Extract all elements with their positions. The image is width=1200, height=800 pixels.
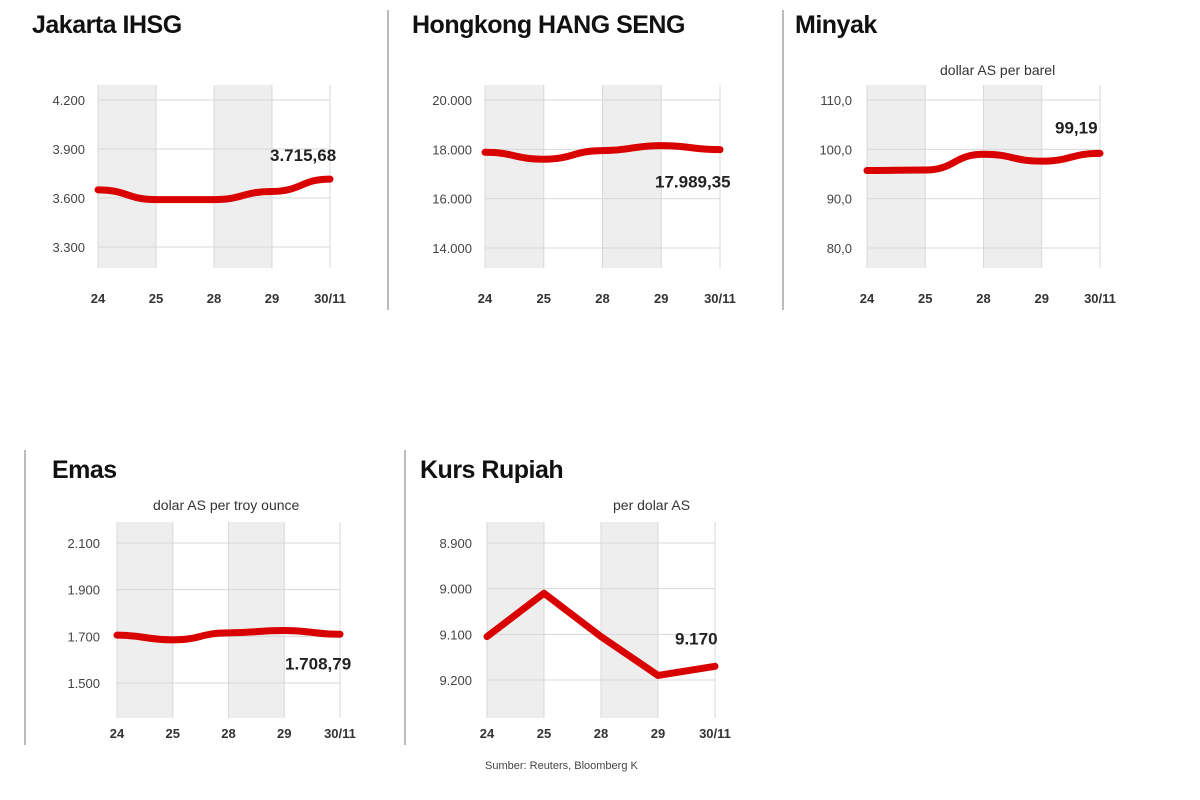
- x-tick-label: 24: [480, 726, 495, 741]
- y-tick-label: 3.900: [52, 142, 85, 157]
- x-tick-label: 28: [221, 726, 235, 741]
- shaded-band: [228, 522, 285, 718]
- chart-title: Hongkong HANG SENG: [412, 11, 685, 39]
- x-tick-label: 30/11: [314, 291, 346, 306]
- chart-title: Emas: [52, 456, 117, 484]
- x-tick-label: 24: [478, 291, 493, 306]
- last-value-label: 3.715,68: [270, 146, 336, 165]
- chart-title: Minyak: [795, 11, 877, 39]
- x-tick-label: 30/11: [704, 291, 736, 306]
- chart-panel-5: 8.900 9.000 9.100 9.200 24 25 28 29 30/11 Kurs Ru…: [404, 450, 731, 745]
- y-tick-label: 1.700: [67, 629, 100, 644]
- shaded-band: [867, 85, 926, 268]
- y-tick-label: 1.500: [67, 676, 100, 691]
- last-value-label: 1.708,79: [285, 654, 351, 673]
- unit-label: dollar AS per barel: [940, 62, 1055, 78]
- y-tick-label: 9.000: [439, 582, 472, 597]
- x-tick-label: 25: [149, 291, 163, 306]
- x-tick-label: 30/11: [699, 726, 731, 741]
- shaded-band: [214, 85, 272, 268]
- x-tick-label: 24: [91, 291, 106, 306]
- x-tick-label: 30/11: [1084, 291, 1116, 306]
- x-tick-label: 24: [110, 726, 125, 741]
- x-tick-label: 29: [654, 291, 668, 306]
- chart-panel-2: 20.000 18.000 16.000 14.000 24 25 28 29 30/11 Hon…: [412, 10, 784, 310]
- chart-panel-3: 110,0 100,0 90,0 80,0 24 25 28 29 30/11 Minyak dol…: [795, 11, 1116, 306]
- y-tick-label: 90,0: [827, 192, 852, 207]
- last-value-label: 9.170: [675, 629, 718, 648]
- x-tick-label: 29: [277, 726, 291, 741]
- y-tick-label: 9.200: [439, 673, 472, 688]
- y-tick-label: 20.000: [432, 93, 472, 108]
- chart-title: Jakarta IHSG: [32, 11, 182, 39]
- y-tick-label: 3.600: [52, 191, 85, 206]
- x-tick-label: 30/11: [324, 726, 356, 741]
- y-tick-label: 4.200: [52, 93, 85, 108]
- y-tick-label: 14.000: [432, 241, 472, 256]
- x-tick-label: 28: [207, 291, 221, 306]
- x-tick-label: 25: [166, 726, 180, 741]
- shaded-band: [117, 522, 173, 718]
- x-tick-label: 29: [265, 291, 279, 306]
- y-tick-label: 80,0: [827, 241, 852, 256]
- x-tick-label: 24: [860, 291, 875, 306]
- y-tick-label: 110,0: [820, 93, 852, 108]
- y-tick-label: 1.900: [67, 583, 100, 598]
- x-tick-label: 25: [537, 291, 551, 306]
- unit-label: dolar AS per troy ounce: [153, 497, 300, 513]
- chart-title: Kurs Rupiah: [420, 456, 563, 484]
- y-tick-label: 3.300: [52, 240, 85, 255]
- y-tick-label: 2.100: [67, 536, 100, 551]
- x-tick-label: 29: [1035, 291, 1049, 306]
- y-tick-label: 18.000: [432, 142, 472, 157]
- shaded-band: [602, 85, 662, 268]
- x-tick-label: 29: [651, 726, 665, 741]
- shaded-band: [983, 85, 1042, 268]
- y-tick-label: 8.900: [439, 536, 472, 551]
- chart-panel-4: 2.100 1.900 1.700 1.500 24 25 28 29 30/11 Emas dol…: [24, 450, 356, 745]
- x-tick-label: 28: [976, 291, 990, 306]
- x-tick-label: 25: [918, 291, 932, 306]
- chart-panel-1: 4.200 3.900 3.600 3.300 24 25 28 29 30/11 Jakarta…: [32, 10, 389, 310]
- y-tick-label: 9.100: [439, 627, 472, 642]
- x-tick-label: 28: [594, 726, 608, 741]
- x-tick-label: 28: [595, 291, 609, 306]
- last-value-label: 17.989,35: [655, 173, 731, 192]
- shaded-band: [487, 522, 544, 718]
- x-tick-label: 25: [537, 726, 551, 741]
- shaded-band: [98, 85, 156, 268]
- unit-label: per dolar AS: [613, 497, 690, 513]
- source-note: Sumber: Reuters, Bloomberg K: [485, 760, 638, 772]
- y-tick-label: 16.000: [432, 192, 472, 207]
- shaded-band: [485, 85, 544, 268]
- shaded-band: [601, 522, 658, 718]
- y-tick-label: 100,0: [819, 142, 852, 157]
- last-value-label: 99,19: [1055, 118, 1098, 137]
